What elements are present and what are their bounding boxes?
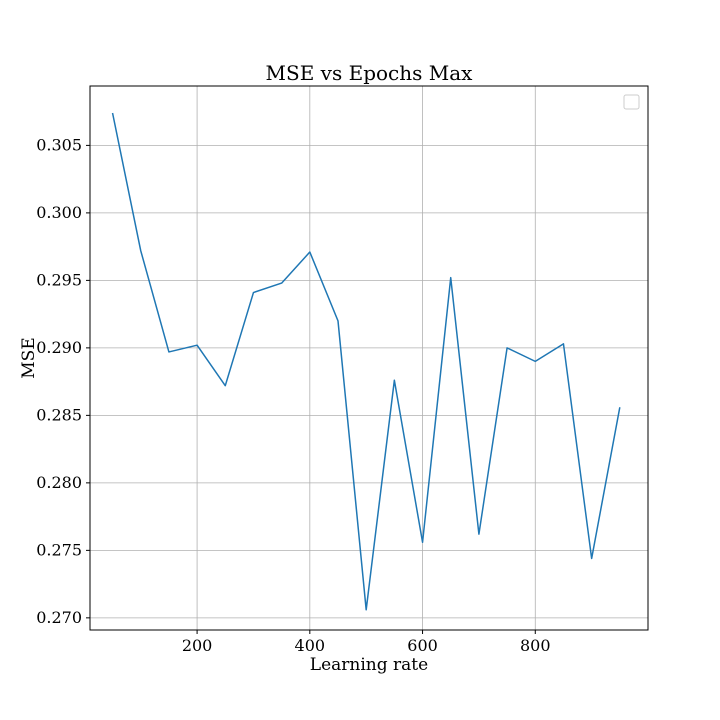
x-axis-label: Learning rate — [310, 655, 428, 675]
x-tick-label: 200 — [182, 636, 213, 655]
x-tick-label: 800 — [520, 636, 551, 655]
x-axis-ticks: 200 400 600 800 — [182, 630, 551, 655]
y-tick-label: 0.270 — [36, 608, 82, 627]
plot-area-frame — [89, 85, 649, 631]
y-tick-label: 0.295 — [36, 270, 82, 289]
y-tick-label: 0.280 — [36, 473, 82, 492]
series-line — [111, 112, 621, 611]
y-tick-label: 0.285 — [36, 405, 82, 424]
y-axis-label: MSE — [19, 337, 39, 378]
y-tick-label: 0.300 — [36, 203, 82, 222]
y-axis-ticks: 0.270 0.275 0.280 0.285 0.290 0.295 0.300 0.305 — [36, 135, 90, 627]
grid — [90, 86, 648, 630]
y-tick-label: 0.290 — [36, 338, 82, 357]
x-tick-label: 600 — [407, 636, 438, 655]
y-tick-label: 0.305 — [36, 135, 82, 154]
chart-title: MSE vs Epochs Max — [266, 61, 474, 85]
y-tick-label: 0.275 — [36, 540, 82, 559]
x-tick-label: 400 — [295, 636, 326, 655]
series-group — [111, 112, 621, 611]
legend-box — [623, 94, 640, 110]
